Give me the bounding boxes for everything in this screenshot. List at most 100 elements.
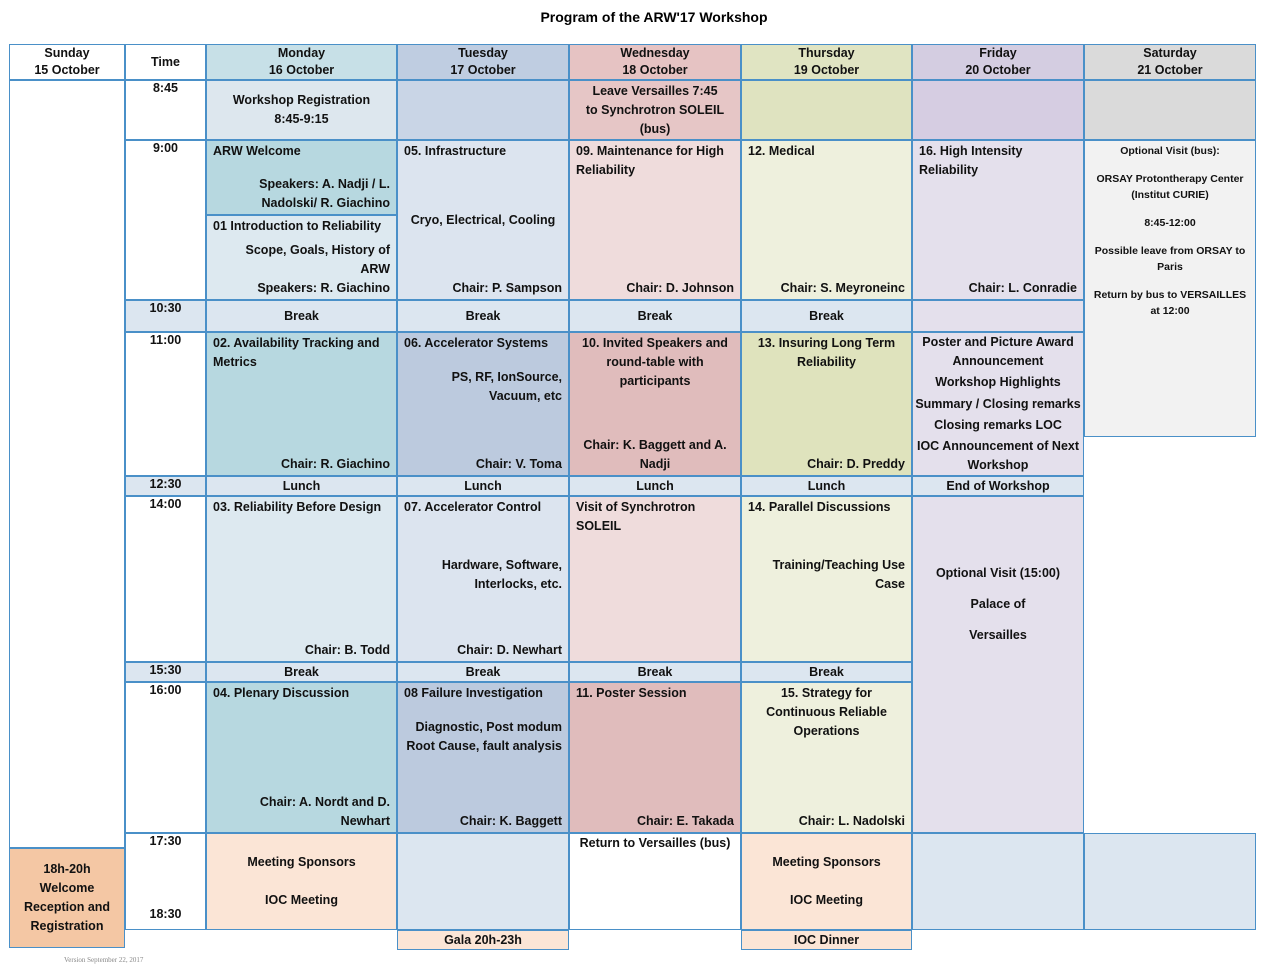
cell-text: Break bbox=[637, 664, 673, 679]
session-chair: Speakers: R. Giachino bbox=[257, 281, 390, 295]
empty-cell bbox=[741, 80, 912, 140]
session-title: 16. High Intensity Reliability bbox=[919, 144, 1023, 177]
session-cell: 03. Reliability Before Design Chair: B. T… bbox=[206, 496, 397, 662]
day-name: Sunday bbox=[44, 46, 90, 60]
session-title: Visit of Synchrotron SOLEIL bbox=[576, 500, 696, 533]
session-cell: 06. Accelerator Systems PS, RF, IonSource… bbox=[397, 332, 569, 476]
session-detail: Hardware, Software, Interlocks, etc. bbox=[441, 558, 562, 591]
cell-text: Break bbox=[284, 308, 319, 323]
day-date: 18 October bbox=[622, 63, 688, 77]
day-name: Time bbox=[151, 54, 180, 69]
day-date: 16 October bbox=[268, 63, 335, 77]
cell-text: Gala 20h-23h bbox=[444, 932, 522, 947]
session-title: 06. Accelerator Systems bbox=[404, 336, 549, 350]
session-cell: 04. Plenary Discussion Chair: A. Nordt an… bbox=[206, 682, 397, 833]
session-chair: Chair: D. Newhart bbox=[457, 643, 562, 657]
session-body: Training/Teaching Use Case bbox=[748, 517, 905, 660]
time-cell bbox=[125, 662, 206, 682]
cell-text: Workshop Registration bbox=[232, 93, 371, 107]
session-cell: Break bbox=[397, 662, 569, 682]
cell-text: Return to Versailles (bus) bbox=[579, 836, 731, 850]
cell-text: Workshop Highlights bbox=[935, 375, 1061, 390]
day-name: Wednesday bbox=[620, 46, 690, 60]
version: Version September 22, 2017 bbox=[64, 956, 144, 964]
cell-text: Lunch bbox=[807, 478, 846, 493]
session-body: Diagnostic, Post modum Root Cause, fault… bbox=[404, 703, 562, 812]
time-label: 10:30 bbox=[149, 301, 182, 315]
session-cell: 02. Availability Tracking and Metrics Cha… bbox=[206, 332, 397, 476]
session-chair: Speakers: A. Nadji / L. Nadolski/ R. Gia… bbox=[259, 177, 390, 210]
session-body: PS, RF, IonSource, Vacuum, etc bbox=[404, 353, 562, 455]
day-date: 20 October bbox=[965, 63, 1031, 77]
day-header: Saturday 21 October bbox=[1084, 44, 1256, 80]
cell-text: Break bbox=[284, 664, 319, 679]
session-cell: Gala 20h-23h bbox=[397, 930, 569, 950]
cell-text: Lunch bbox=[282, 478, 321, 493]
session-chair: Chair: B. Todd bbox=[304, 643, 390, 657]
session-title: 10. Invited Speakers and round-table wit… bbox=[582, 336, 728, 388]
day-date: 17 October bbox=[450, 63, 516, 77]
session-body bbox=[748, 741, 905, 812]
time-label: 11:00 bbox=[149, 333, 182, 347]
day-date: 15 October bbox=[34, 63, 100, 77]
session-detail: Cryo, Electrical, Cooling bbox=[410, 212, 556, 227]
session-chair: Chair: A. Nordt and D. Newhart bbox=[259, 795, 390, 828]
session-cell: Meeting Sponsors IOC Meeting bbox=[206, 833, 397, 930]
session-cell: Leave Versailles 7:45 to Synchrotron SOLE… bbox=[569, 80, 741, 140]
session-cell: 13. Insuring Long Term Reliability Chair:… bbox=[741, 332, 912, 476]
session-cell: 09. Maintenance for High Reliability Chai… bbox=[569, 140, 741, 300]
cell-text: Versailles bbox=[969, 628, 1027, 642]
cell-text: IOC Dinner bbox=[793, 932, 860, 947]
session-cell: 18h-20h Welcome Reception and Registrati… bbox=[9, 848, 125, 948]
cell-text: Break bbox=[809, 308, 844, 323]
cell-text: to Synchrotron SOLEIL (bus) bbox=[585, 102, 725, 136]
session-body bbox=[748, 161, 905, 279]
session-chair: Chair: D. Johnson bbox=[626, 281, 734, 295]
cell-text: Break bbox=[465, 664, 501, 679]
session-cell: 01 Introduction to Reliability Scope, Goa… bbox=[206, 215, 397, 300]
session-chair: Chair: E. Takada bbox=[636, 814, 734, 828]
time-cell bbox=[125, 140, 206, 300]
cell-text: Lunch bbox=[464, 478, 502, 493]
session-cell: Optional Visit (15:00) Palace of Versaille… bbox=[912, 496, 1084, 833]
session-detail: Scope, Goals, History of ARW bbox=[245, 243, 390, 276]
time-cell bbox=[125, 300, 206, 332]
day-date: 19 October bbox=[793, 63, 860, 77]
day-header: Sunday 15 October bbox=[9, 44, 125, 80]
session-title: 01 Introduction to Reliability bbox=[213, 219, 382, 233]
time-cell bbox=[125, 682, 206, 833]
session-body bbox=[919, 180, 1077, 279]
time-cell bbox=[125, 332, 206, 476]
cell-text: Meeting Sponsors bbox=[772, 855, 881, 869]
day-name: Monday bbox=[277, 46, 326, 60]
cell-text: Lunch bbox=[636, 478, 674, 493]
session-cell: Lunch bbox=[741, 476, 912, 496]
session-title: 11. Poster Session bbox=[576, 686, 687, 700]
day-name: Thursday bbox=[798, 46, 855, 60]
session-cell: Break bbox=[397, 300, 569, 332]
day-date: 21 October bbox=[1137, 63, 1203, 77]
session-cell: 15. Strategy for Continuous Reliable Ope… bbox=[741, 682, 912, 833]
session-cell: Lunch bbox=[397, 476, 569, 496]
session-title: 09. Maintenance for High Reliability bbox=[576, 144, 724, 177]
cell-text: Break bbox=[637, 308, 673, 323]
session-cell: ARW Welcome Speakers: A. Nadji / L. Nadol… bbox=[206, 140, 397, 215]
day-header: Tuesday 17 October bbox=[397, 44, 569, 80]
day-header: Thursday 19 October bbox=[741, 44, 912, 80]
session-title: 07. Accelerator Control bbox=[404, 500, 542, 514]
empty-cell bbox=[397, 80, 569, 140]
session-chair: Chair: S. Meyroneinc bbox=[780, 281, 905, 295]
session-title: 12. Medical bbox=[748, 144, 815, 158]
session-chair: Chair: D. Preddy bbox=[807, 457, 905, 471]
session-cell: 14. Parallel Discussions Training/Teachin… bbox=[741, 496, 912, 662]
time-label: 15:30 bbox=[149, 663, 182, 677]
time-label: 9:00 bbox=[152, 141, 179, 155]
cell-text: 18h-20h Welcome Reception and Registrati… bbox=[23, 862, 111, 933]
session-body bbox=[576, 703, 734, 812]
session-body bbox=[576, 536, 734, 660]
session-body: Cryo, Electrical, Cooling bbox=[404, 161, 562, 279]
session-cell: End of Workshop bbox=[912, 476, 1084, 496]
session-cell: Lunch bbox=[206, 476, 397, 496]
empty-cell bbox=[912, 300, 1084, 332]
